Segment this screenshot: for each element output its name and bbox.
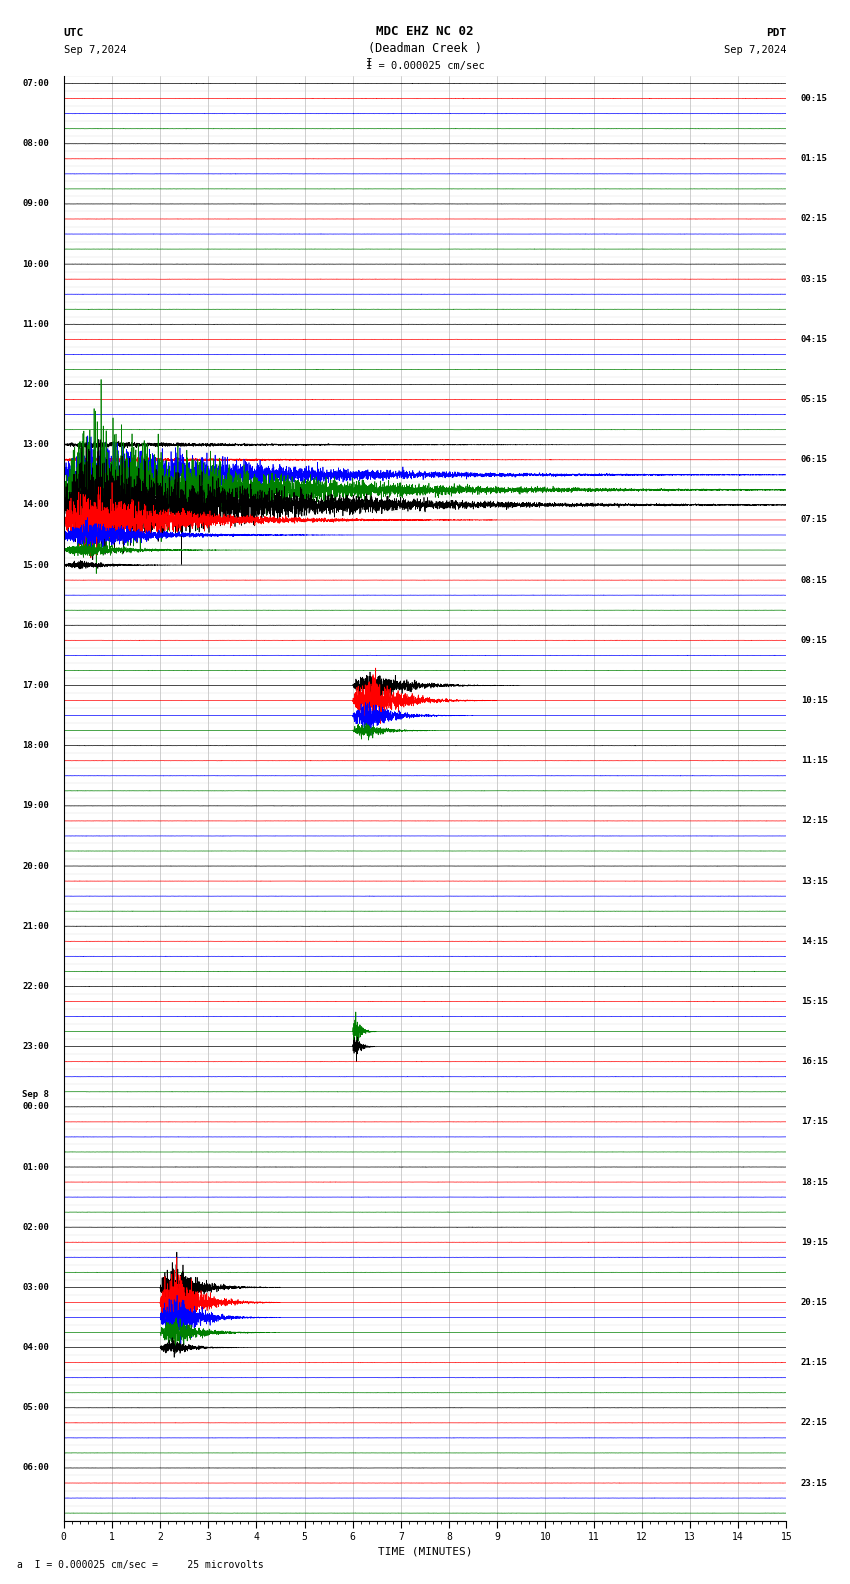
Text: 03:00: 03:00	[22, 1283, 49, 1293]
Text: 15:15: 15:15	[801, 996, 828, 1006]
Text: 00:15: 00:15	[801, 93, 828, 103]
Text: MDC EHZ NC 02: MDC EHZ NC 02	[377, 25, 473, 38]
Text: 07:00: 07:00	[22, 79, 49, 89]
Text: 12:00: 12:00	[22, 380, 49, 390]
Text: 02:15: 02:15	[801, 214, 828, 223]
Text: 06:15: 06:15	[801, 455, 828, 464]
Text: 03:15: 03:15	[801, 274, 828, 284]
Text: I: I	[366, 59, 373, 68]
Text: 13:00: 13:00	[22, 440, 49, 450]
Text: 10:15: 10:15	[801, 695, 828, 705]
Text: 04:00: 04:00	[22, 1343, 49, 1353]
Text: 21:15: 21:15	[801, 1357, 828, 1367]
Text: 13:15: 13:15	[801, 876, 828, 885]
Text: (Deadman Creek ): (Deadman Creek )	[368, 43, 482, 55]
Text: 21:00: 21:00	[22, 922, 49, 931]
Text: 22:00: 22:00	[22, 982, 49, 992]
Text: a  I = 0.000025 cm/sec =     25 microvolts: a I = 0.000025 cm/sec = 25 microvolts	[17, 1560, 264, 1570]
Text: 17:15: 17:15	[801, 1117, 828, 1126]
Text: 11:00: 11:00	[22, 320, 49, 329]
Text: 15:00: 15:00	[22, 561, 49, 570]
Text: 05:00: 05:00	[22, 1403, 49, 1413]
Text: 08:00: 08:00	[22, 139, 49, 149]
Text: 07:15: 07:15	[801, 515, 828, 524]
Text: 23:00: 23:00	[22, 1042, 49, 1052]
Text: 16:15: 16:15	[801, 1057, 828, 1066]
Text: 05:15: 05:15	[801, 394, 828, 404]
Text: 18:00: 18:00	[22, 741, 49, 751]
Text: 16:00: 16:00	[22, 621, 49, 630]
Text: 08:15: 08:15	[801, 575, 828, 584]
Text: 01:15: 01:15	[801, 154, 828, 163]
Text: Sep 7,2024: Sep 7,2024	[64, 46, 127, 55]
Text: 01:00: 01:00	[22, 1163, 49, 1172]
Text: 06:00: 06:00	[22, 1464, 49, 1473]
Text: 00:00: 00:00	[22, 1102, 49, 1112]
Text: 18:15: 18:15	[801, 1177, 828, 1186]
Text: 09:15: 09:15	[801, 635, 828, 645]
Text: 12:15: 12:15	[801, 816, 828, 825]
Text: 04:15: 04:15	[801, 334, 828, 344]
Text: UTC: UTC	[64, 29, 84, 38]
Text: 19:00: 19:00	[22, 802, 49, 811]
Text: 11:15: 11:15	[801, 756, 828, 765]
X-axis label: TIME (MINUTES): TIME (MINUTES)	[377, 1546, 473, 1557]
Text: 19:15: 19:15	[801, 1237, 828, 1247]
Text: 02:00: 02:00	[22, 1223, 49, 1232]
Text: 20:15: 20:15	[801, 1297, 828, 1307]
Text: 14:00: 14:00	[22, 501, 49, 510]
Text: I = 0.000025 cm/sec: I = 0.000025 cm/sec	[366, 62, 484, 71]
Text: Sep 7,2024: Sep 7,2024	[723, 46, 786, 55]
Text: 09:00: 09:00	[22, 200, 49, 209]
Text: Sep 8: Sep 8	[22, 1090, 49, 1099]
Text: 10:00: 10:00	[22, 260, 49, 269]
Text: PDT: PDT	[766, 29, 786, 38]
Text: 22:15: 22:15	[801, 1418, 828, 1427]
Text: 20:00: 20:00	[22, 862, 49, 871]
Text: 14:15: 14:15	[801, 936, 828, 946]
Text: 23:15: 23:15	[801, 1478, 828, 1487]
Text: 17:00: 17:00	[22, 681, 49, 691]
